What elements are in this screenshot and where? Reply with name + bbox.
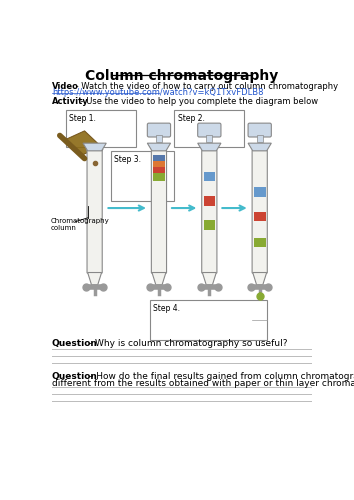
Bar [153, 161, 165, 168]
Bar [204, 220, 215, 230]
Bar [111, 151, 175, 201]
Bar [153, 168, 165, 173]
Polygon shape [202, 272, 216, 285]
Polygon shape [66, 131, 101, 156]
Bar [204, 172, 215, 181]
Bar [254, 212, 266, 222]
FancyBboxPatch shape [248, 123, 271, 137]
Polygon shape [253, 272, 267, 285]
FancyBboxPatch shape [252, 150, 267, 273]
Bar [254, 188, 266, 197]
FancyBboxPatch shape [147, 123, 171, 137]
FancyBboxPatch shape [87, 150, 102, 273]
Bar [153, 174, 165, 180]
Text: – How do the final results gained from column chromatography look: – How do the final results gained from c… [86, 372, 354, 381]
Text: - Why is column chromatography so useful?: - Why is column chromatography so useful… [86, 338, 287, 347]
Text: Video: Video [52, 82, 79, 90]
FancyBboxPatch shape [152, 150, 166, 273]
Polygon shape [206, 136, 212, 142]
Text: different from the results obtained with paper or thin layer chromatography?: different from the results obtained with… [52, 379, 354, 388]
Polygon shape [257, 136, 263, 142]
Bar [66, 110, 136, 147]
Bar [150, 300, 268, 341]
Text: Step 2.: Step 2. [178, 114, 204, 123]
Polygon shape [88, 272, 102, 285]
Bar [254, 238, 266, 247]
Text: Column chromatography: Column chromatography [85, 69, 278, 83]
Text: Step 1.: Step 1. [69, 114, 96, 123]
Text: Chromatography
column: Chromatography column [51, 218, 109, 232]
Text: - Watch the video of how to carry out column chromatography: - Watch the video of how to carry out co… [73, 82, 338, 90]
Text: Activity: Activity [52, 97, 89, 106]
FancyBboxPatch shape [198, 123, 221, 137]
Polygon shape [248, 143, 271, 151]
Text: Step 4.: Step 4. [153, 304, 180, 313]
Polygon shape [152, 272, 166, 285]
FancyBboxPatch shape [202, 150, 217, 273]
Text: - Use the video to help you complete the diagram below: - Use the video to help you complete the… [78, 97, 319, 106]
Polygon shape [198, 143, 221, 151]
Text: Question: Question [52, 338, 98, 347]
Polygon shape [156, 136, 162, 142]
Text: Step 3.: Step 3. [114, 154, 141, 164]
Bar [204, 196, 215, 205]
Text: https://www.youtube.com/watch?v=kQ1TxvFDLB8: https://www.youtube.com/watch?v=kQ1TxvFD… [52, 88, 263, 98]
Bar [175, 110, 244, 147]
Polygon shape [147, 143, 171, 151]
Bar [153, 154, 165, 161]
Text: Question: Question [52, 372, 98, 381]
Polygon shape [86, 150, 103, 162]
Polygon shape [83, 143, 106, 151]
